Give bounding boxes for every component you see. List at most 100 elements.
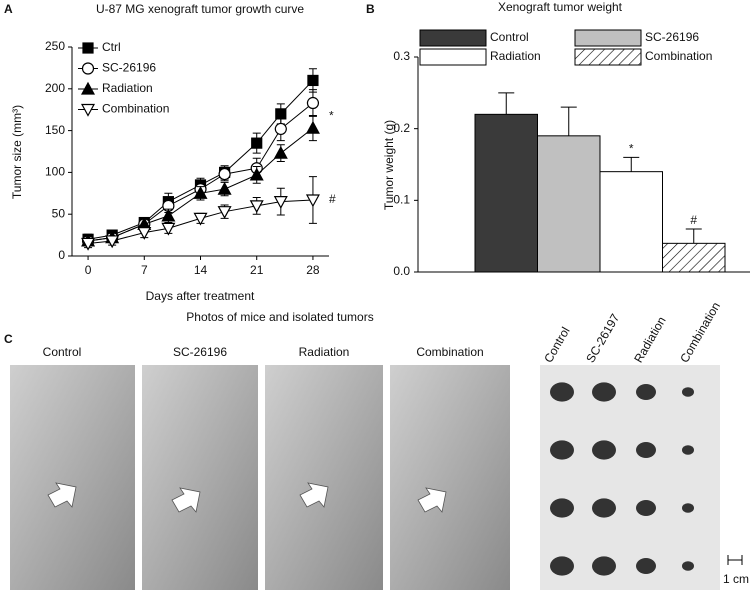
- legend-label: Radiation: [490, 49, 541, 63]
- annotation: *: [329, 108, 334, 122]
- arrow: [299, 482, 329, 508]
- marker: [193, 212, 208, 226]
- tumor: [636, 558, 656, 574]
- legend-label: Control: [490, 30, 529, 44]
- marker: [217, 206, 232, 219]
- legend-swatch: [419, 48, 487, 66]
- legend-marker: [80, 81, 96, 95]
- mouse-photos: [10, 365, 720, 590]
- marker: [273, 145, 288, 159]
- photo-label: Control: [43, 345, 82, 359]
- marker: [305, 120, 320, 134]
- x-tick-label: 21: [250, 263, 264, 277]
- tumor-photo: [540, 365, 720, 590]
- x-tick-label: 28: [306, 263, 320, 277]
- legend-swatch: [574, 29, 642, 47]
- bar: [537, 135, 601, 273]
- y-tick-label: 0.3: [393, 49, 410, 63]
- x-tick-label: 0: [85, 263, 92, 277]
- legend-marker: [80, 103, 96, 117]
- error-bar: [560, 106, 577, 136]
- photo: [390, 365, 510, 590]
- photo-label: Combination: [416, 345, 483, 359]
- legend-swatch: [419, 29, 487, 47]
- legend-label: Combination: [102, 102, 169, 116]
- marker: [307, 74, 319, 87]
- photo-label: Radiation: [299, 345, 350, 359]
- tumor: [550, 440, 574, 460]
- tumor-column-label: Control: [541, 325, 572, 366]
- marker: [249, 200, 264, 214]
- legend-marker: [82, 42, 94, 54]
- marker: [137, 226, 152, 240]
- x-axis-label: Days after treatment: [146, 289, 255, 303]
- tumor: [636, 442, 656, 458]
- y-tick-label: 150: [45, 123, 65, 137]
- marker: [218, 167, 231, 181]
- tumor: [592, 556, 616, 576]
- photo-label: SC-26196: [173, 345, 227, 359]
- x-tick-label: 14: [194, 263, 208, 277]
- marker: [193, 186, 208, 199]
- marker: [305, 194, 320, 208]
- tumor: [682, 387, 694, 397]
- error-bar: [685, 228, 702, 244]
- y-tick-label: 50: [52, 206, 66, 220]
- chart-title: U-87 MG xenograft tumor growth curve: [96, 2, 304, 16]
- error-bar: [498, 92, 515, 115]
- panel-label: C: [4, 332, 13, 346]
- tumor: [682, 561, 694, 571]
- marker: [105, 235, 120, 249]
- tumor: [636, 384, 656, 400]
- photo: [265, 365, 383, 590]
- y-axis-label: Tumor weight (g): [382, 120, 396, 210]
- legend-label: Radiation: [102, 81, 153, 95]
- arrow: [417, 487, 447, 513]
- marker: [81, 237, 96, 251]
- tumor: [592, 440, 616, 460]
- marker: [161, 222, 176, 236]
- tumor-column-label: SC-26197: [583, 311, 622, 365]
- annotation: #: [329, 192, 336, 206]
- panel-label: B: [366, 2, 375, 16]
- annotation: *: [629, 142, 634, 156]
- bar: [599, 171, 663, 273]
- photo: [10, 365, 135, 590]
- legend-label: SC-26196: [645, 30, 699, 44]
- y-tick-label: 250: [45, 39, 65, 53]
- y-axis-label: Tumor size (mm³): [10, 105, 24, 199]
- tumor-column-label: Combination: [677, 300, 723, 365]
- arrow: [47, 482, 77, 508]
- scale-label: 1 cm: [723, 572, 749, 586]
- marker: [217, 181, 232, 195]
- tumor: [682, 503, 694, 513]
- tumor: [592, 382, 616, 402]
- y-tick-label: 200: [45, 81, 65, 95]
- chart-title: Xenograft tumor weight: [498, 0, 623, 14]
- arrow: [171, 487, 201, 513]
- legend-label: SC-26196: [102, 61, 156, 75]
- annotation: #: [690, 213, 697, 227]
- y-tick-label: 0.2: [393, 121, 410, 135]
- tumor-column-label: Radiation: [631, 314, 668, 365]
- tumor: [550, 556, 574, 576]
- tumor: [592, 498, 616, 518]
- marker: [306, 96, 320, 110]
- y-tick-label: 0: [58, 248, 65, 262]
- marker: [249, 167, 264, 181]
- y-tick-label: 0.1: [393, 193, 410, 207]
- y-tick-label: 0.0: [393, 264, 410, 278]
- marker: [273, 196, 288, 209]
- marker: [251, 137, 263, 149]
- panel-label: A: [4, 2, 13, 16]
- marker: [274, 122, 287, 136]
- error-bar: [623, 156, 640, 172]
- tumor: [682, 445, 694, 455]
- legend-label: Ctrl: [102, 40, 121, 54]
- tumor: [636, 500, 656, 516]
- marker: [161, 208, 176, 222]
- x-tick-label: 7: [141, 263, 148, 277]
- photo: [142, 365, 258, 590]
